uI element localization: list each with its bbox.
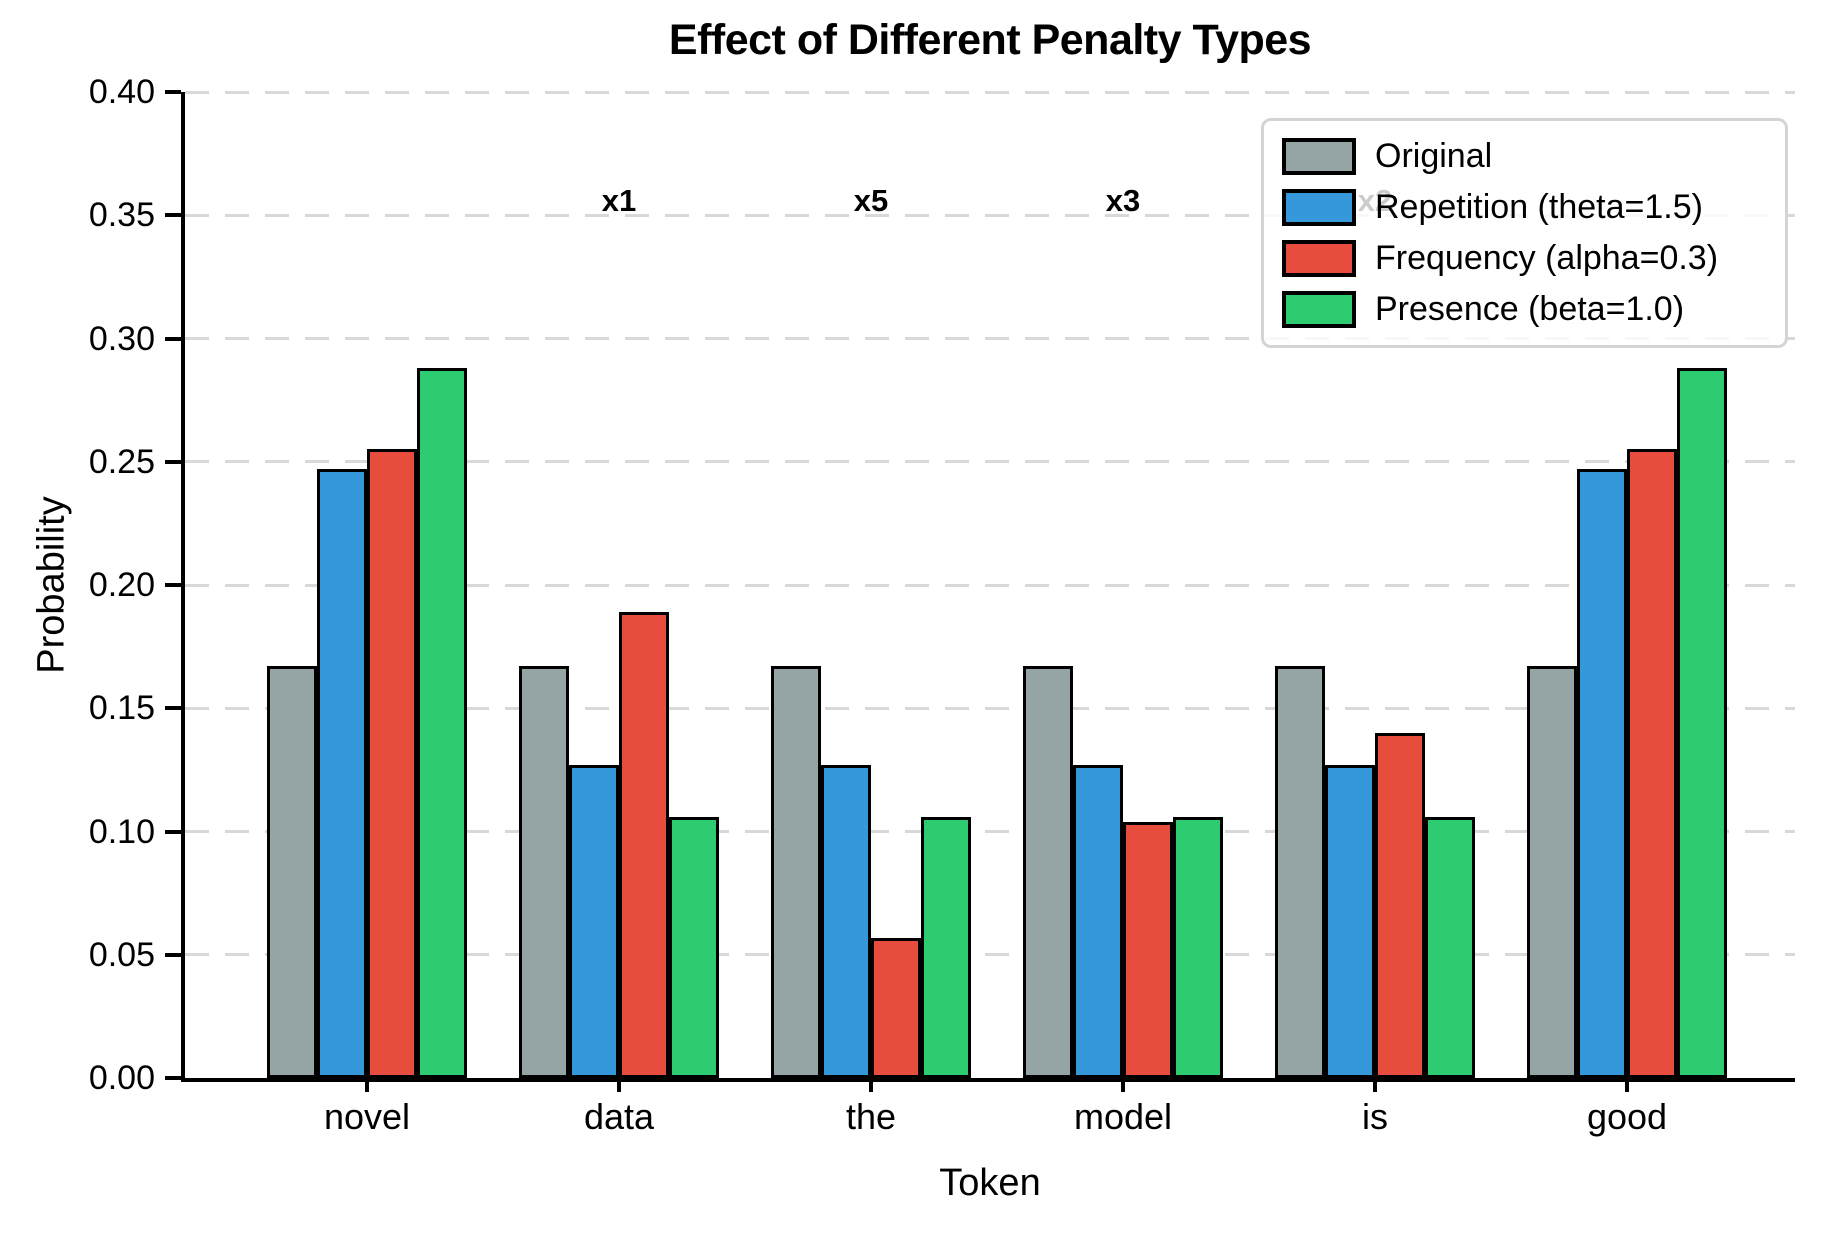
legend-item-label: Frequency (alpha=0.3) [1375,239,1719,277]
y-tick-label: 0.35 [88,196,155,235]
x-tick-mark [869,1078,873,1092]
bar [1275,666,1325,1078]
y-tick-mark [165,706,181,711]
bar-annotation: x5 [853,182,889,218]
legend-swatch [1282,138,1356,175]
y-tick-label: 0.25 [88,442,155,481]
bar [1173,816,1223,1078]
x-tick-label: data [583,1096,655,1137]
gridline [185,213,1795,217]
gridline [185,583,1795,587]
bar [1677,368,1727,1078]
x-tick-label: novel [323,1096,411,1137]
y-tick-mark [165,1076,181,1080]
bar [619,612,669,1078]
bar [267,666,317,1078]
legend-item: Presence (beta=1.0) [1282,285,1767,335]
x-tick-mark [1373,1078,1377,1092]
x-axis-label: Token [939,1162,1041,1204]
y-tick-label: 0.20 [88,566,155,604]
x-tick-label: model [1073,1096,1173,1137]
bar [1073,764,1123,1078]
bar [1527,666,1577,1078]
bar [1325,764,1375,1078]
y-tick-mark [165,829,181,834]
y-tick-mark [165,336,181,341]
bar [569,764,619,1078]
x-tick-label: the [845,1096,897,1137]
x-tick-mark [365,1078,369,1092]
legend-swatch [1282,189,1356,226]
y-tick-mark [165,90,181,94]
x-tick-mark [1121,1078,1125,1092]
y-tick-label: 0.40 [88,73,155,111]
legend-swatch [1282,240,1356,277]
bar [417,368,467,1078]
plot-area: 0.00 0.05 0.10 0.15 0.20 0.25 0.30 0.35 0.40 nove… [89,73,1795,1137]
gridline [185,90,1795,94]
legend-item-label: Presence (beta=1.0) [1375,290,1685,328]
bar [519,666,569,1078]
legend-item-label: Repetition (theta=1.5) [1375,188,1703,226]
gridline [185,953,1795,957]
y-tick-label: 0.15 [88,689,155,728]
bar [921,816,971,1078]
bar [1627,449,1677,1078]
bar [317,469,367,1078]
bar [1577,469,1627,1078]
chart-title: Effect of Different Penalty Types [668,16,1312,64]
y-tick-label: 0.00 [88,1059,155,1097]
y-tick-label: 0.10 [88,812,155,851]
y-tick-label: 0.30 [88,319,155,358]
gridline [185,830,1795,833]
bar [669,816,719,1078]
legend: Original Repetition (theta=1.5) Frequency … [1261,118,1788,348]
bar [821,764,871,1078]
bar [1425,816,1475,1078]
gridline [185,337,1795,340]
legend-item: Repetition (theta=1.5) [1282,183,1767,233]
y-tick-mark [165,459,181,464]
x-tick-label: good [1586,1096,1668,1137]
y-tick-mark [165,952,181,957]
legend-item: Original [1282,132,1767,182]
x-tick-mark [617,1078,621,1092]
bar [1375,732,1425,1078]
bar-annotation: x3 [1105,182,1141,218]
legend-swatch [1282,291,1356,328]
legend-item: Frequency (alpha=0.3) [1282,234,1767,284]
legend-item-label: Original [1375,137,1493,175]
bar [1123,821,1173,1078]
bar-annotation: x1 [601,182,637,218]
x-tick-label: is [1362,1096,1388,1137]
bar [771,666,821,1078]
bar [367,449,417,1078]
y-tick-mark [165,583,181,587]
bar [871,937,921,1078]
bar [1023,666,1073,1078]
y-tick-mark [165,213,181,218]
gridline [185,460,1795,464]
x-tick-mark [1625,1078,1629,1092]
gridline [185,706,1795,710]
y-tick-label: 0.05 [88,935,155,974]
